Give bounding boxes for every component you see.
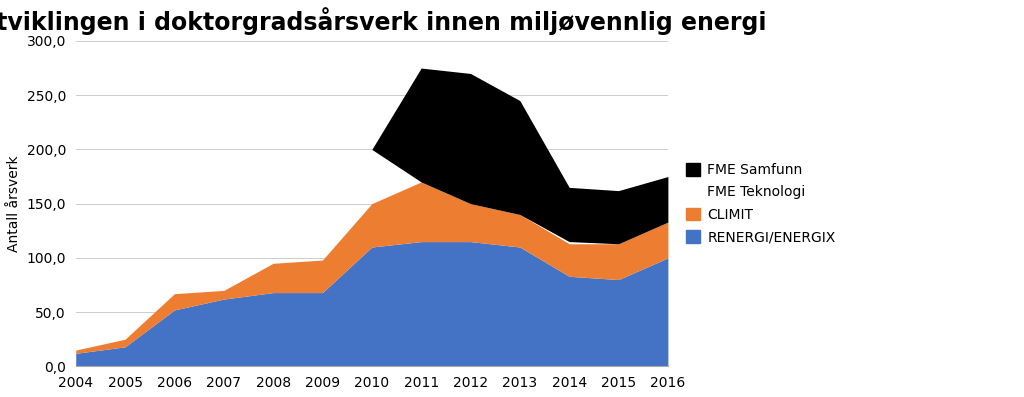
Y-axis label: Antall årsverk: Antall årsverk [7,155,20,252]
Title: Utviklingen i doktorgradsårsverk innen miljøvennlig energi: Utviklingen i doktorgradsårsverk innen m… [0,7,767,35]
Legend: FME Samfunn, FME Teknologi, CLIMIT, RENERGI/ENERGIX: FME Samfunn, FME Teknologi, CLIMIT, RENE… [681,158,841,250]
